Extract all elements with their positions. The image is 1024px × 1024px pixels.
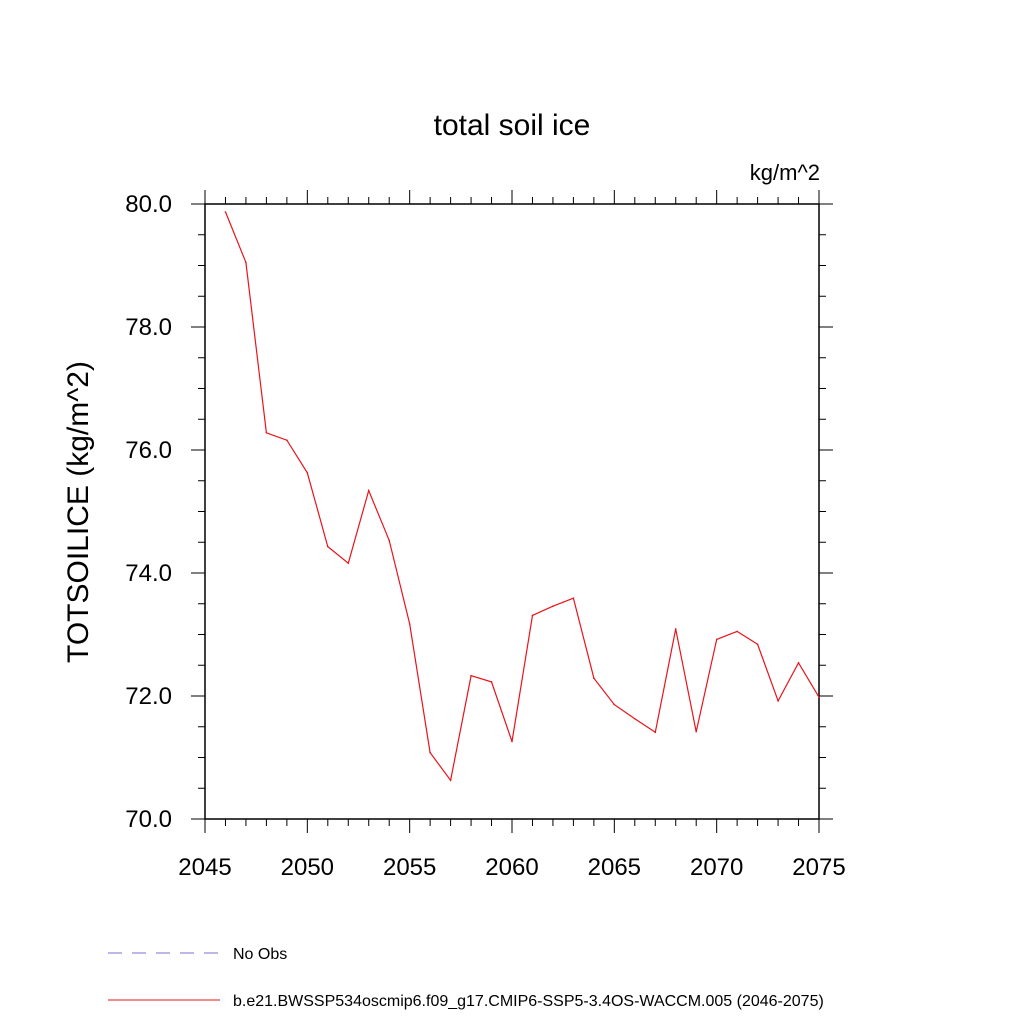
data-point [367,489,370,492]
data-point [756,643,759,646]
data-point [408,623,411,625]
y-tick-label: 80.0 [125,191,172,218]
data-point [613,703,616,706]
x-tick-label: 2055 [383,854,436,881]
data-point [347,562,350,564]
plot-frame [204,203,820,820]
x-tick-label: 2070 [690,854,743,881]
data-point [818,696,820,699]
data-point [470,674,472,677]
y-tick-label: 74.0 [125,560,172,587]
data-point [572,597,575,600]
axis-ticks [191,190,833,833]
data-point [265,431,268,434]
chart-title: total soil ice [434,109,591,142]
y-tick-label: 70.0 [125,806,172,833]
x-tick-label: 2060 [485,854,538,881]
y-tick-label: 76.0 [125,437,172,464]
data-point [736,630,738,633]
data-point [695,730,697,733]
data-point [531,614,534,617]
data-point [715,638,718,641]
data-point [797,661,800,664]
data-point [654,731,657,734]
data-point [634,717,636,720]
data-point [245,261,247,264]
data-point [306,471,309,474]
legend-label: No Obs [233,946,287,963]
x-tick-label: 2065 [588,854,641,881]
data-point [449,779,452,782]
series-line [224,211,820,782]
units-label: kg/m^2 [750,160,820,185]
legend: No Obs b.e21.BWSSP534oscmip6.f09_g17.CMIP… [108,946,824,1010]
data-point [674,628,677,630]
data-point [777,700,779,702]
data-point [388,539,391,542]
x-tick-label: 2075 [792,854,845,881]
data-point [224,211,227,213]
data-point [327,545,329,548]
legend-label: b.e21.BWSSP534oscmip6.f09_g17.CMIP6-SSP5… [233,993,824,1010]
data-point [511,740,513,743]
x-tick-label: 2050 [281,854,334,881]
x-tick-label: 2045 [178,854,231,881]
data-point [593,677,595,679]
data-point [429,751,431,754]
data-point [490,681,493,683]
data-point [552,605,554,608]
y-tick-label: 78.0 [125,314,172,341]
tick-labels: 2045 2050 2055 2060 2065 2070 2075 70.0 72.0 74.0… [125,191,845,881]
y-tick-label: 72.0 [125,683,172,710]
data-point [286,439,288,441]
series-layer [224,211,820,782]
y-axis-label: TOTSOILICE (kg/m^2) [62,361,95,663]
